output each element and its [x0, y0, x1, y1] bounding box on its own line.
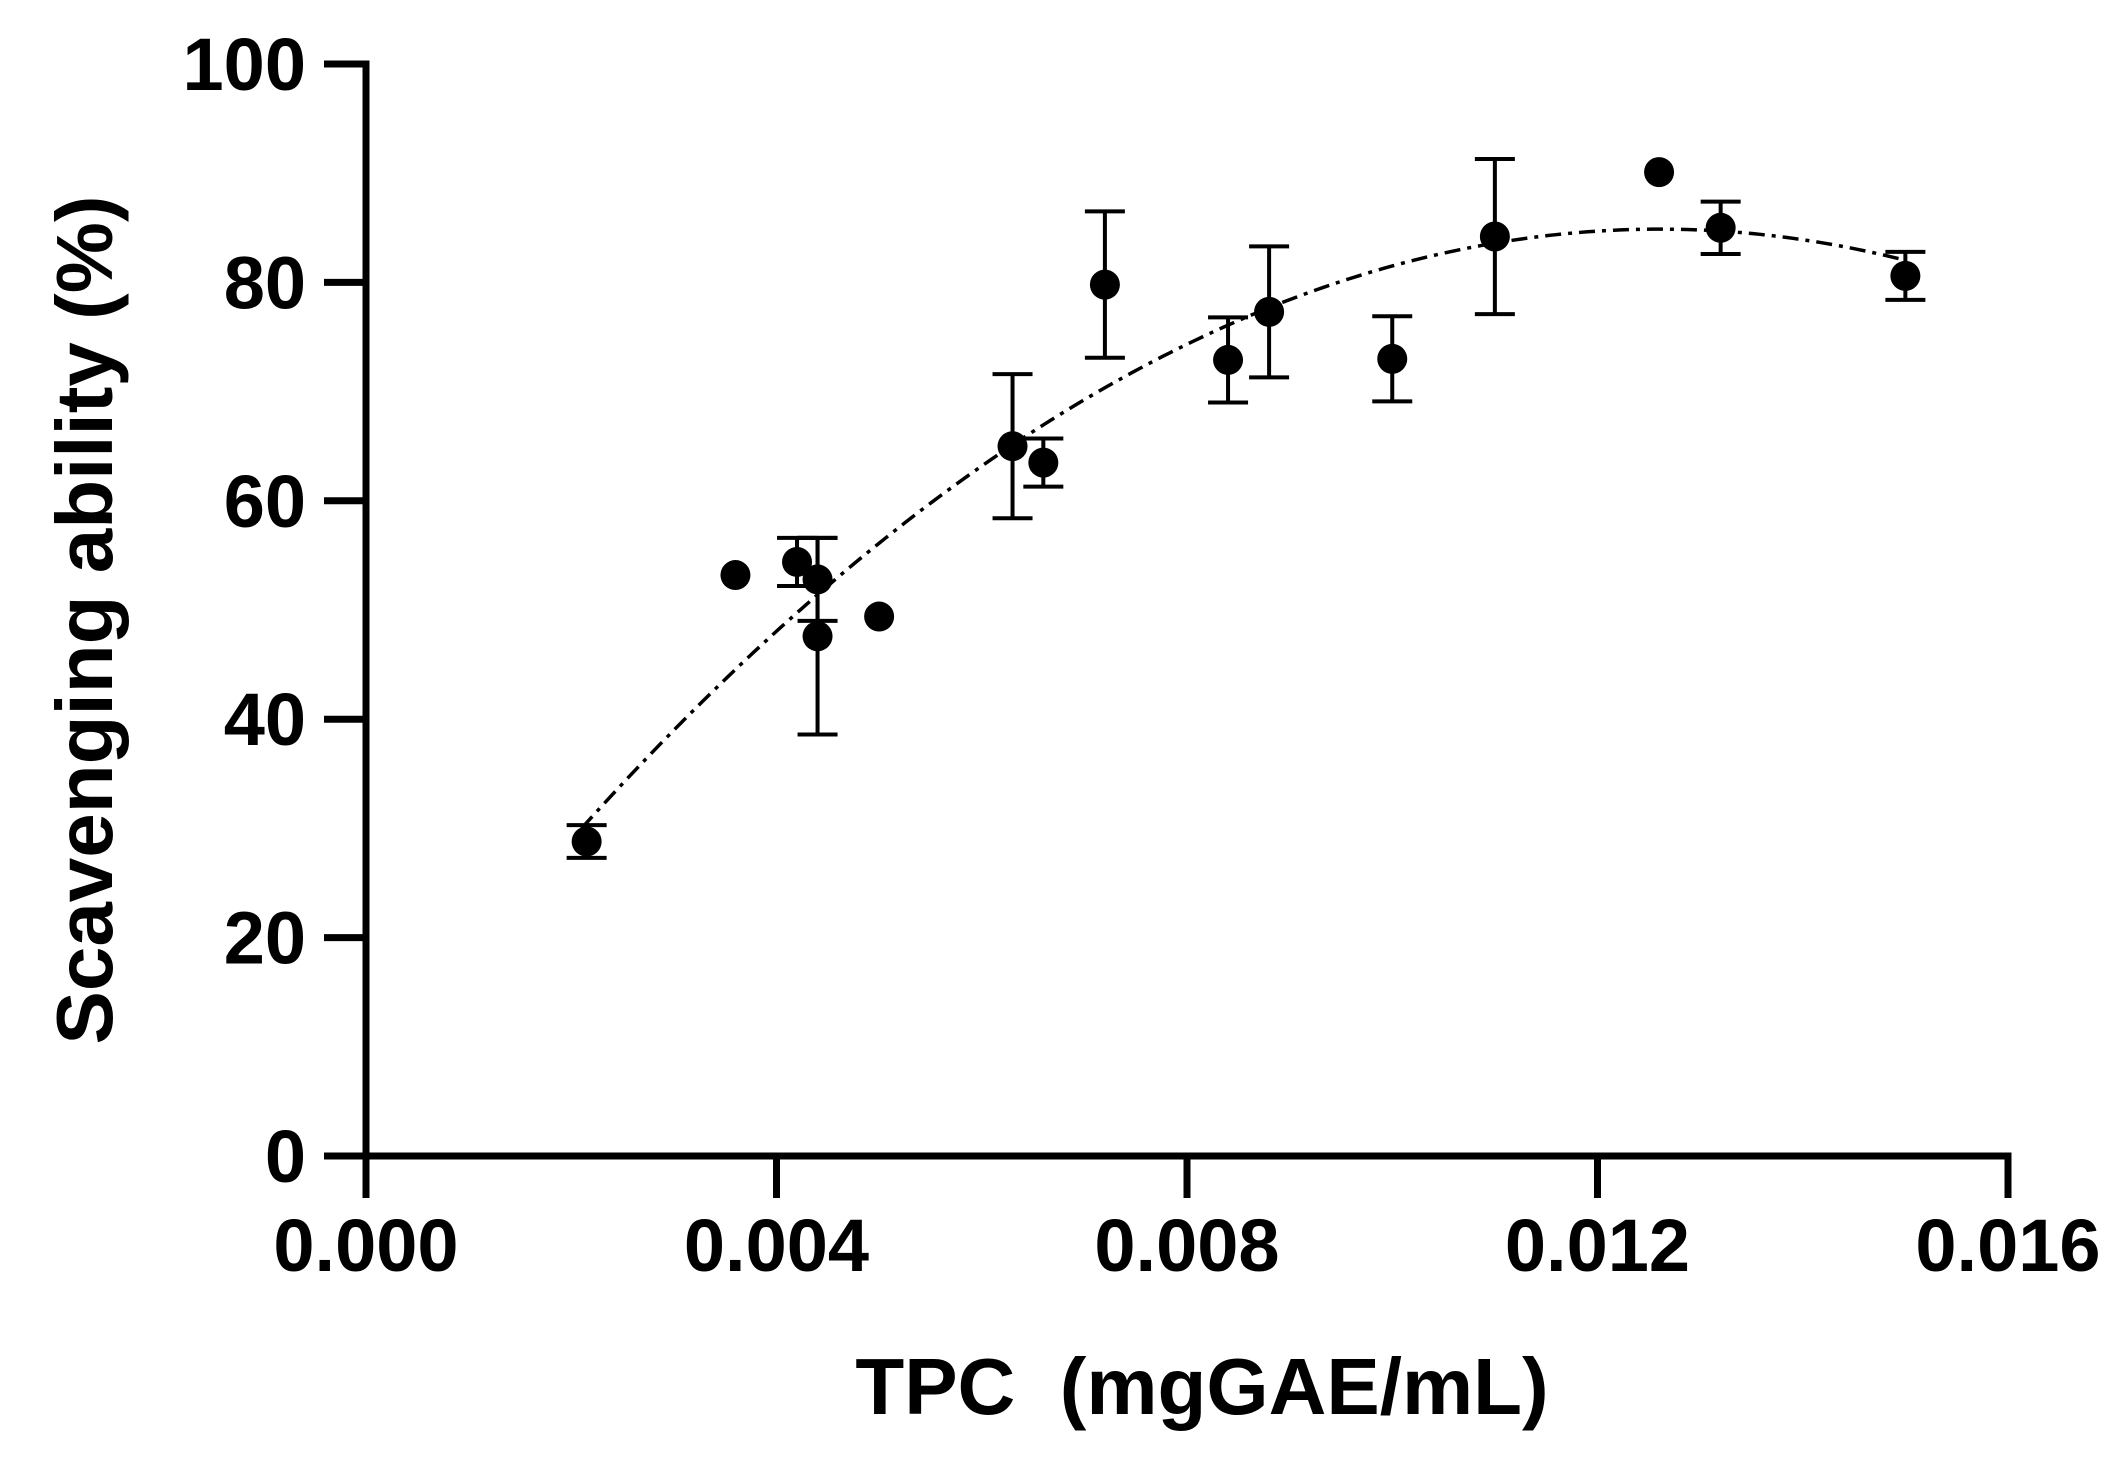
- x-axis-ticks: 0.000 0.004 0.008 0.012 0.016: [273, 1156, 2101, 1287]
- axes: 0.000 0.004 0.008 0.012 0.016 0 20 40 60 80 100: [183, 23, 2101, 1287]
- data-point: [802, 621, 833, 652]
- y-axis-ticks: 0 20 40 60 80 100: [183, 23, 366, 1198]
- data-point: [782, 546, 813, 577]
- data-point: [1213, 344, 1244, 375]
- data-point: [1377, 343, 1408, 374]
- y-tick-label: 40: [224, 678, 306, 761]
- y-tick-label: 60: [224, 460, 306, 543]
- x-tick-label: 0.012: [1505, 1204, 1690, 1287]
- x-axis-title: TPC (mgGAE/mL): [855, 1342, 1548, 1431]
- data-point: [1254, 296, 1285, 327]
- data-point: [720, 560, 751, 591]
- data-point: [864, 601, 895, 632]
- data-point: [1644, 157, 1675, 188]
- data-point: [571, 826, 602, 857]
- data-point: [1890, 260, 1921, 291]
- y-axis-title: Scavenging ability (%): [40, 195, 129, 1044]
- data-point: [1705, 212, 1736, 243]
- y-tick-label: 20: [224, 897, 306, 980]
- y-tick-label: 100: [183, 23, 306, 106]
- y-tick-label: 0: [265, 1115, 306, 1198]
- x-tick-label: 0.004: [684, 1204, 869, 1287]
- data-point: [997, 431, 1028, 462]
- x-tick-label: 0.016: [1915, 1204, 2100, 1287]
- data-points-layer: [566, 157, 1926, 860]
- x-tick-label: 0.000: [273, 1204, 458, 1287]
- data-point: [1089, 269, 1120, 300]
- data-point: [1028, 447, 1059, 478]
- y-tick-label: 80: [224, 241, 306, 324]
- data-point: [1479, 221, 1510, 252]
- x-tick-label: 0.008: [1094, 1204, 1279, 1287]
